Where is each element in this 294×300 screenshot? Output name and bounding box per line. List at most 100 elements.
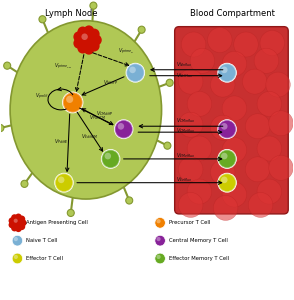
Circle shape	[222, 182, 247, 207]
Circle shape	[164, 142, 171, 149]
Circle shape	[14, 219, 18, 223]
Circle shape	[89, 40, 100, 52]
Circle shape	[118, 123, 124, 130]
Circle shape	[257, 136, 282, 161]
Circle shape	[76, 29, 98, 51]
Circle shape	[221, 123, 228, 130]
Circle shape	[155, 218, 165, 228]
Circle shape	[266, 72, 290, 97]
Circle shape	[83, 26, 94, 36]
Circle shape	[83, 44, 94, 55]
Text: $V_{CMefflux}$: $V_{CMefflux}$	[176, 126, 196, 135]
Circle shape	[101, 149, 120, 168]
Text: Effector T Cell: Effector T Cell	[26, 256, 63, 261]
Text: $V_{Ninflux}$: $V_{Ninflux}$	[176, 61, 193, 69]
Text: $V_{PdiffE}$: $V_{PdiffE}$	[54, 136, 69, 146]
Circle shape	[208, 28, 232, 52]
Circle shape	[190, 48, 215, 73]
Circle shape	[234, 32, 258, 57]
Circle shape	[211, 115, 235, 140]
Circle shape	[9, 221, 15, 228]
Circle shape	[221, 153, 228, 159]
Circle shape	[222, 51, 247, 76]
Circle shape	[245, 114, 270, 139]
Circle shape	[156, 255, 161, 259]
Circle shape	[12, 253, 23, 264]
Text: $V_{EMefflux}$: $V_{EMefflux}$	[176, 151, 196, 160]
Circle shape	[89, 28, 100, 40]
Text: Naive T Cell: Naive T Cell	[26, 238, 58, 243]
Circle shape	[19, 215, 25, 223]
Circle shape	[254, 48, 279, 73]
Circle shape	[4, 62, 11, 69]
Circle shape	[12, 235, 23, 246]
Circle shape	[11, 224, 18, 231]
Circle shape	[126, 63, 145, 82]
Circle shape	[243, 69, 267, 94]
Text: $V_{prime_N}$: $V_{prime_N}$	[118, 47, 134, 57]
Circle shape	[15, 214, 22, 220]
Circle shape	[187, 179, 212, 204]
Circle shape	[11, 214, 18, 221]
Circle shape	[114, 120, 133, 139]
Circle shape	[218, 173, 236, 192]
Circle shape	[166, 79, 173, 86]
Text: $V_{NdiffP}$: $V_{NdiffP}$	[103, 78, 118, 87]
Text: Antigen Presenting Cell: Antigen Presenting Cell	[26, 220, 88, 225]
Circle shape	[77, 26, 88, 38]
Circle shape	[178, 193, 203, 217]
Circle shape	[77, 43, 88, 53]
FancyBboxPatch shape	[175, 27, 288, 214]
Circle shape	[58, 176, 64, 183]
Circle shape	[14, 255, 18, 259]
Circle shape	[66, 96, 73, 103]
Circle shape	[257, 179, 282, 204]
Text: $V_{Eefflux}$: $V_{Eefflux}$	[176, 175, 193, 184]
Text: $V_{Nefflux}$: $V_{Nefflux}$	[176, 71, 193, 80]
Circle shape	[221, 67, 228, 73]
Text: $V_{prime_{CM}}$: $V_{prime_{CM}}$	[54, 62, 73, 72]
Circle shape	[90, 2, 97, 9]
Circle shape	[211, 72, 235, 97]
Circle shape	[14, 237, 18, 241]
Circle shape	[15, 225, 22, 232]
Text: $V_{EdiffEM}$: $V_{EdiffEM}$	[81, 132, 99, 141]
Circle shape	[21, 180, 28, 188]
Circle shape	[211, 160, 235, 185]
Text: Central Memory T Cell: Central Memory T Cell	[169, 238, 228, 243]
Circle shape	[218, 149, 236, 168]
Circle shape	[218, 63, 236, 82]
Circle shape	[74, 32, 84, 42]
Circle shape	[126, 197, 133, 204]
Circle shape	[222, 137, 247, 163]
Circle shape	[55, 173, 73, 192]
Text: $V_{PdiffCM}$: $V_{PdiffCM}$	[88, 113, 106, 122]
Circle shape	[181, 32, 206, 57]
Circle shape	[155, 235, 165, 246]
Circle shape	[67, 209, 74, 217]
Text: Lymph Node: Lymph Node	[45, 9, 98, 18]
Circle shape	[105, 153, 111, 159]
Circle shape	[19, 223, 25, 230]
Text: Precursor T Cell: Precursor T Cell	[169, 220, 210, 225]
Circle shape	[9, 217, 15, 224]
Circle shape	[129, 67, 136, 73]
Text: $V_{CMdiffP}$: $V_{CMdiffP}$	[96, 109, 114, 118]
Text: $V_{prolif}$: $V_{prolif}$	[35, 92, 49, 102]
Circle shape	[39, 16, 46, 23]
Text: $V_{CMinflux}$: $V_{CMinflux}$	[176, 116, 196, 125]
Circle shape	[155, 253, 165, 264]
Circle shape	[178, 112, 203, 137]
Circle shape	[222, 96, 247, 121]
Circle shape	[81, 34, 88, 40]
Circle shape	[269, 111, 293, 136]
Circle shape	[20, 219, 26, 226]
Circle shape	[11, 216, 24, 230]
Circle shape	[74, 38, 84, 49]
Circle shape	[213, 196, 238, 220]
Circle shape	[187, 92, 212, 116]
Circle shape	[138, 26, 145, 33]
Circle shape	[260, 31, 285, 56]
Circle shape	[257, 92, 282, 116]
Text: Effector Memory T Cell: Effector Memory T Cell	[169, 256, 229, 261]
